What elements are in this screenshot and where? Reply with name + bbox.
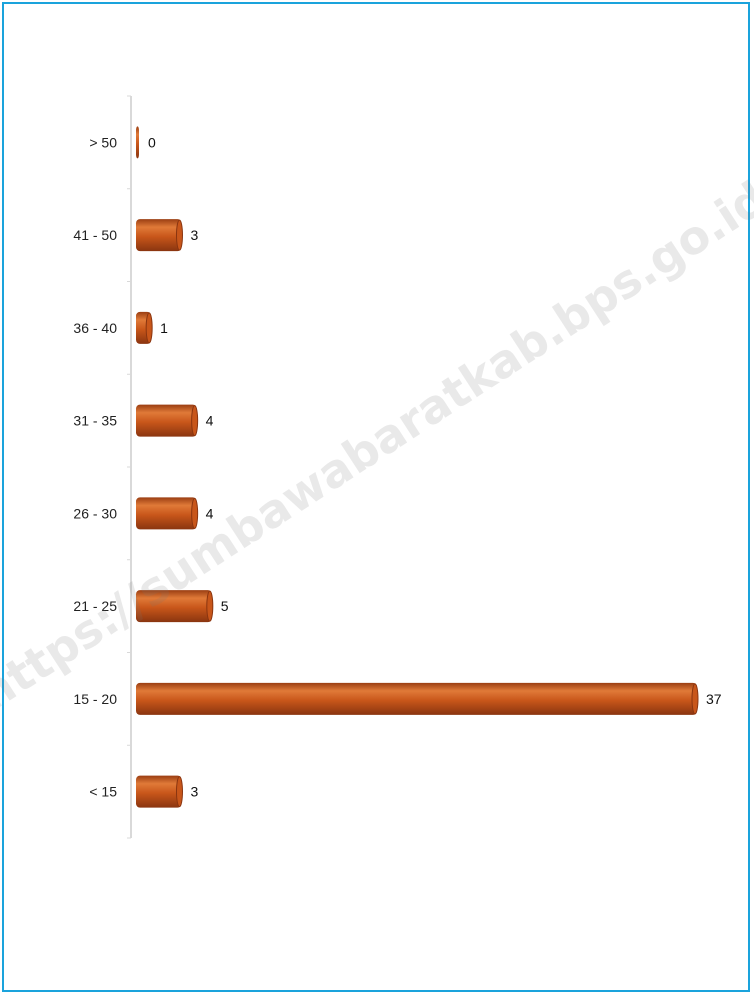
category-label: < 15 — [89, 784, 117, 800]
bar-end-cap — [145, 312, 153, 344]
data-label: 4 — [206, 413, 214, 429]
category-label: > 50 — [89, 134, 117, 150]
bar — [136, 219, 182, 252]
category-label: 41 - 50 — [73, 227, 117, 243]
bar-end-cap — [191, 497, 199, 529]
data-label: 3 — [190, 784, 198, 800]
data-label: 5 — [221, 598, 229, 614]
bar-end-cap — [175, 219, 183, 251]
bar-end-cap — [206, 590, 214, 622]
category-label: 26 - 30 — [73, 505, 117, 521]
category-label: 21 - 25 — [73, 598, 117, 614]
category-label: 31 - 35 — [73, 413, 117, 429]
bar-end-cap — [691, 683, 699, 715]
data-label: 0 — [148, 134, 156, 150]
bar — [136, 126, 139, 159]
data-label: 3 — [190, 227, 198, 243]
data-label: 37 — [706, 691, 722, 707]
bar — [136, 590, 212, 623]
bar — [136, 404, 197, 437]
category-label: 36 - 40 — [73, 320, 117, 336]
data-label: 4 — [206, 505, 214, 521]
bar — [136, 775, 182, 808]
bar-end-cap — [175, 776, 183, 808]
data-label: 1 — [160, 320, 168, 336]
bar — [136, 497, 197, 530]
bar-end-cap — [191, 405, 199, 437]
category-label: 15 - 20 — [73, 691, 117, 707]
bar — [136, 682, 697, 715]
